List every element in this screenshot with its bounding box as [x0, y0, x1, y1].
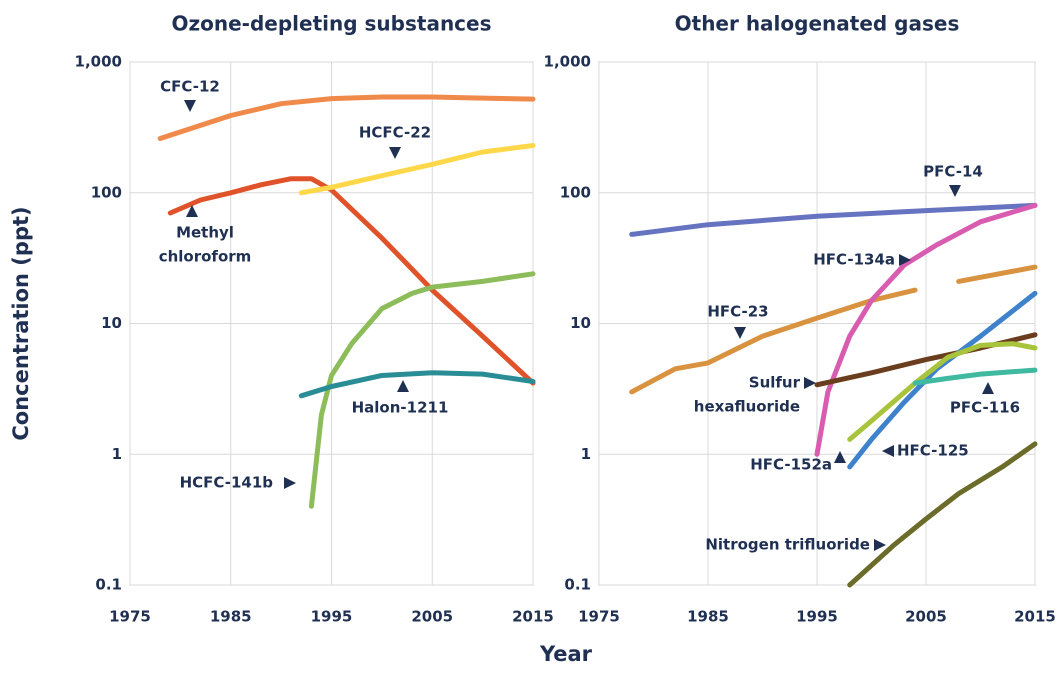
annotation-arrow: [284, 477, 296, 489]
annotation: hexafluoride: [694, 398, 800, 416]
x-tick-label: 2015: [512, 608, 554, 626]
x-axis-label: Year: [539, 642, 593, 666]
series-line: [157, 94, 536, 141]
annotation-arrow: [882, 445, 894, 457]
annotation-arrow: [834, 451, 846, 463]
series-line: [847, 290, 1038, 470]
y-tick-label: 0.1: [95, 576, 122, 594]
annotation-arrow: [184, 100, 196, 112]
series-line: [298, 143, 536, 196]
annotation-arrow: [949, 185, 961, 197]
annotation-arrow: [397, 380, 409, 392]
y-axis-label: Concentration (ppt): [9, 206, 33, 440]
y-tick-label: 0.1: [564, 576, 591, 594]
annotation: PFC-14: [923, 163, 983, 181]
x-tick-label: 1975: [109, 608, 151, 626]
annotation: PFC-116: [950, 399, 1020, 417]
y-tick-label: 1: [112, 445, 122, 463]
x-tick-label: 2005: [905, 608, 947, 626]
y-tick-label: 100: [91, 183, 122, 201]
annotation: HCFC-22: [359, 124, 431, 142]
x-tick-label: 1995: [796, 608, 838, 626]
series-line: [308, 271, 536, 509]
chart-title: Ozone-depleting substances: [171, 12, 491, 36]
series-line: [847, 341, 1038, 442]
y-tick-label: 1,000: [544, 53, 591, 71]
annotation-arrow: [874, 539, 886, 551]
annotation: Sulfur: [749, 374, 801, 392]
x-tick-label: 1975: [578, 608, 620, 626]
y-tick-label: 10: [570, 314, 591, 332]
y-tick-label: 100: [560, 183, 591, 201]
annotation-arrow: [734, 327, 746, 339]
annotation: CFC-12: [160, 78, 220, 96]
x-tick-label: 2005: [411, 608, 453, 626]
series-line: [629, 202, 1038, 237]
annotation: HCFC-141b: [180, 474, 274, 492]
series-line: [298, 370, 536, 399]
series-line: [847, 441, 1038, 588]
x-tick-label: 2015: [1014, 608, 1056, 626]
series-line: [912, 367, 1038, 386]
y-tick-label: 10: [101, 314, 122, 332]
annotation-arrow: [389, 147, 401, 159]
y-tick-label: 1,000: [75, 53, 122, 71]
annotation-arrow: [982, 382, 994, 394]
x-tick-label: 1985: [687, 608, 729, 626]
annotation: HFC-125: [897, 442, 969, 460]
annotation: HFC-23: [707, 303, 768, 321]
series-line: [167, 176, 536, 386]
annotation: HFC-152a: [750, 456, 832, 474]
x-tick-label: 1985: [210, 608, 252, 626]
annotation: chloroform: [159, 248, 252, 266]
annotation: Nitrogen trifluoride: [705, 536, 870, 554]
y-tick-label: 1: [581, 445, 591, 463]
annotation-arrow: [186, 205, 198, 217]
annotation: Halon-1211: [352, 399, 449, 417]
chart-title: Other halogenated gases: [675, 12, 960, 36]
annotation-arrow: [804, 377, 816, 389]
annotation: Methyl: [176, 224, 234, 242]
annotation: HFC-134a: [813, 251, 895, 269]
x-tick-label: 1995: [311, 608, 353, 626]
annotation-arrow: [899, 254, 911, 266]
